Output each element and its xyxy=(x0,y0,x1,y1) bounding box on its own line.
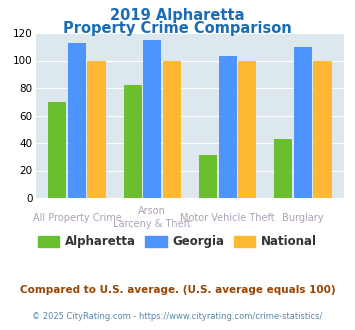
Text: Compared to U.S. average. (U.S. average equals 100): Compared to U.S. average. (U.S. average … xyxy=(20,285,335,295)
Bar xyxy=(163,60,181,198)
Bar xyxy=(124,85,142,198)
Text: 2019 Alpharetta: 2019 Alpharetta xyxy=(110,8,245,23)
Text: Burglary: Burglary xyxy=(282,213,324,223)
Text: Larceny & Theft: Larceny & Theft xyxy=(113,219,191,229)
Bar xyxy=(313,60,332,198)
Text: Property Crime Comparison: Property Crime Comparison xyxy=(63,21,292,36)
Text: Motor Vehicle Theft: Motor Vehicle Theft xyxy=(180,213,275,223)
Bar xyxy=(48,102,66,198)
Text: © 2025 CityRating.com - https://www.cityrating.com/crime-statistics/: © 2025 CityRating.com - https://www.city… xyxy=(32,312,323,321)
Bar xyxy=(219,56,237,198)
Bar xyxy=(143,40,161,198)
Bar xyxy=(274,139,293,198)
Text: All Property Crime: All Property Crime xyxy=(33,213,121,223)
Legend: Alpharetta, Georgia, National: Alpharetta, Georgia, National xyxy=(33,231,322,253)
Bar xyxy=(238,60,256,198)
Bar xyxy=(199,155,217,198)
Text: Arson: Arson xyxy=(138,206,166,216)
Bar xyxy=(87,60,105,198)
Bar xyxy=(68,43,86,198)
Bar xyxy=(294,47,312,198)
